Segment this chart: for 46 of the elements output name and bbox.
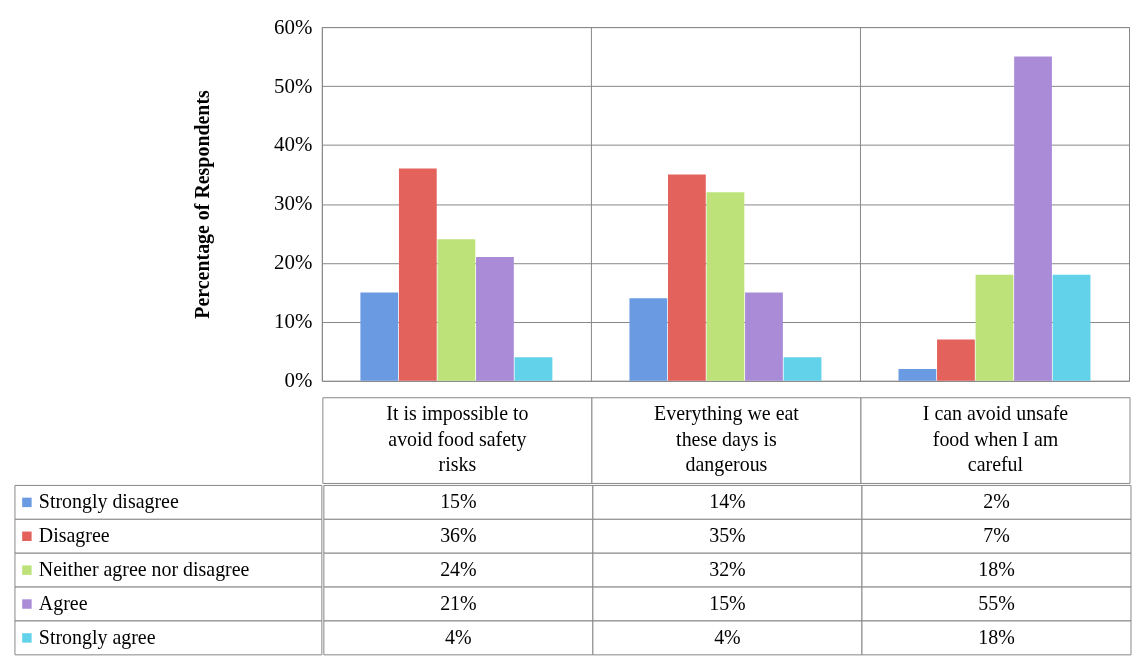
data-label: 21% bbox=[440, 592, 477, 615]
bar bbox=[437, 239, 476, 381]
bar bbox=[937, 339, 975, 381]
bar bbox=[476, 257, 514, 381]
bar bbox=[975, 274, 1014, 381]
legend-label: Agree bbox=[38, 592, 88, 616]
data-label: 32% bbox=[709, 558, 746, 581]
data-label: 36% bbox=[440, 524, 477, 547]
data-label: 15% bbox=[440, 490, 477, 513]
data-label: 4% bbox=[714, 625, 741, 648]
bar bbox=[514, 357, 553, 381]
y-tick-label: 30% bbox=[274, 191, 313, 216]
bar bbox=[745, 292, 783, 381]
bar bbox=[783, 357, 822, 381]
bar bbox=[629, 298, 668, 381]
bar bbox=[1014, 56, 1052, 381]
legend-label: Disagree bbox=[38, 524, 110, 548]
bar bbox=[398, 168, 437, 381]
legend-label: Strongly agree bbox=[38, 625, 156, 649]
y-tick-label: 10% bbox=[274, 309, 313, 334]
bar bbox=[1052, 274, 1091, 381]
y-tick-label: 40% bbox=[274, 132, 313, 157]
data-label: 18% bbox=[978, 558, 1015, 581]
x-tick-label: It is impossible to avoid food safety risks bbox=[386, 401, 529, 476]
data-label: 7% bbox=[983, 524, 1010, 547]
data-label: 2% bbox=[983, 490, 1010, 513]
data-label: 55% bbox=[978, 592, 1015, 615]
y-tick-label: 60% bbox=[274, 14, 313, 39]
data-label: 4% bbox=[445, 625, 472, 648]
data-label: 35% bbox=[709, 524, 746, 547]
y-tick-label: 20% bbox=[274, 250, 313, 275]
bar bbox=[360, 292, 399, 381]
x-tick-label: Everything we eat these days is dangerous bbox=[654, 401, 800, 477]
x-tick-label: I can avoid unsafe food when I am careful bbox=[922, 401, 1069, 476]
legend-label: Neither agree nor disagree bbox=[38, 558, 250, 582]
bar bbox=[706, 192, 745, 381]
y-axis-title: Percentage of Respondents bbox=[190, 89, 214, 319]
data-label: 14% bbox=[709, 490, 746, 513]
bar bbox=[898, 369, 937, 381]
y-tick-label: 50% bbox=[274, 73, 313, 98]
data-label: 24% bbox=[440, 558, 477, 581]
data-label: 18% bbox=[978, 625, 1015, 648]
y-tick-label: 0% bbox=[284, 368, 313, 393]
bar bbox=[668, 174, 706, 381]
legend-label: Strongly disagree bbox=[38, 490, 179, 514]
data-label: 15% bbox=[709, 592, 746, 615]
